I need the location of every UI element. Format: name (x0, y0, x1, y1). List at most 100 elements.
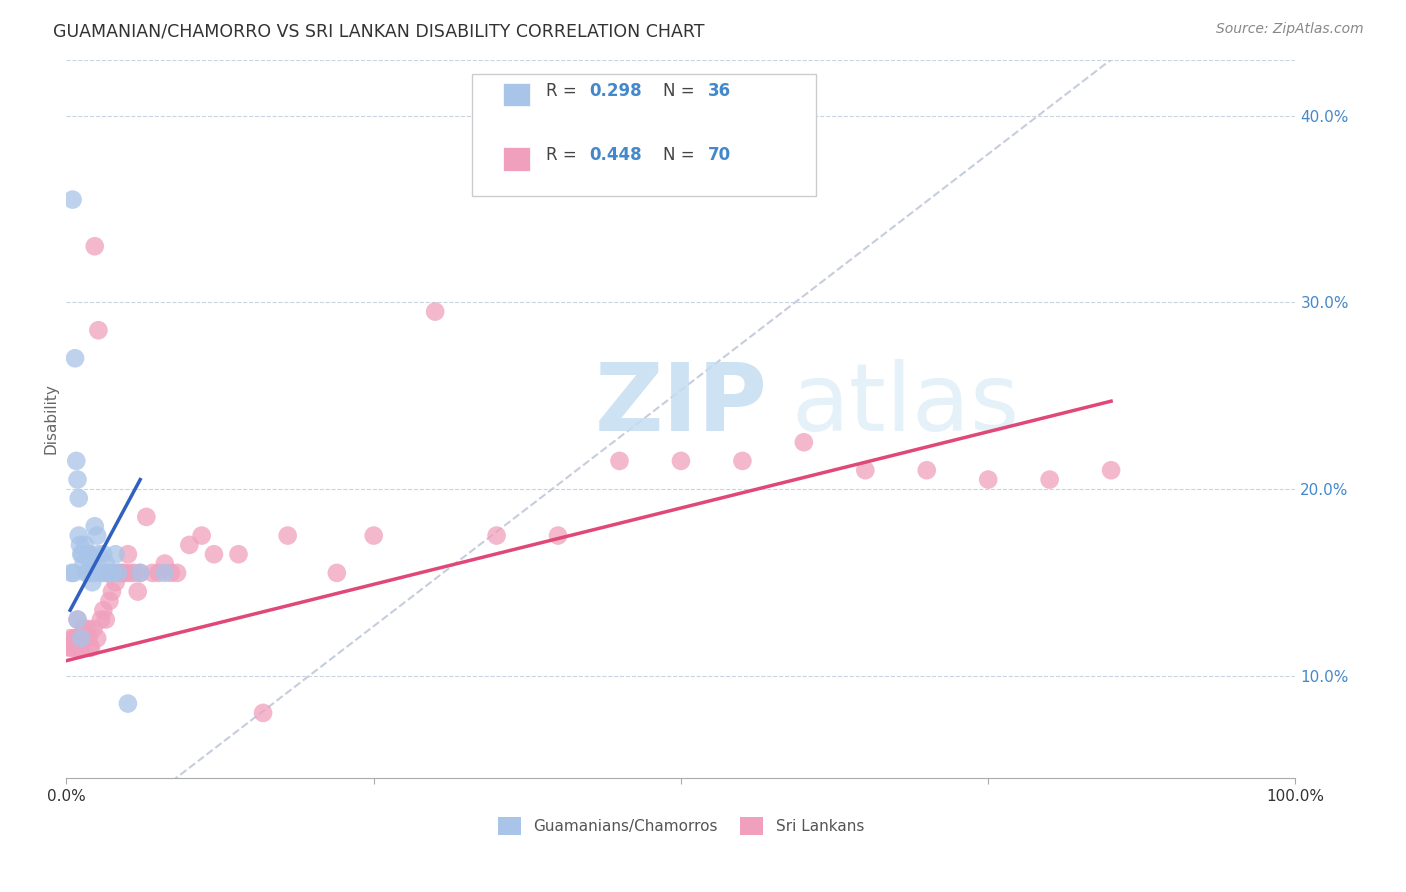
Point (73, 538, 96, 552)
Point (1039, 473, 1062, 487)
Point (77, 632, 100, 646)
Point (91, 603, 114, 617)
Point (104, 547, 127, 561)
Point (101, 566, 124, 580)
Point (94, 557, 117, 571)
FancyBboxPatch shape (503, 147, 530, 171)
Text: atlas: atlas (792, 359, 1019, 450)
Point (228, 547, 250, 561)
Point (69, 538, 91, 552)
Point (97, 566, 120, 580)
Point (111, 566, 134, 580)
Point (66, 473, 89, 487)
Point (82, 622, 104, 636)
Point (80, 640, 103, 655)
Y-axis label: Disability: Disability (44, 384, 58, 454)
Text: R =: R = (546, 81, 582, 100)
Point (129, 566, 152, 580)
Point (80, 557, 103, 571)
Text: 70: 70 (709, 146, 731, 164)
Point (70, 632, 93, 646)
Point (117, 547, 139, 561)
Point (166, 566, 188, 580)
Point (101, 566, 124, 580)
Point (179, 538, 201, 552)
Point (83, 519, 105, 533)
Point (62, 193, 84, 207)
Point (117, 697, 139, 711)
Point (485, 528, 508, 542)
Point (65, 640, 87, 655)
Point (62, 640, 84, 655)
Point (252, 706, 274, 720)
Point (63, 351, 86, 366)
Text: Source: ZipAtlas.com: Source: ZipAtlas.com (1216, 22, 1364, 37)
Point (547, 528, 569, 542)
Text: 0.298: 0.298 (589, 81, 641, 100)
Point (67, 640, 90, 655)
Point (77, 566, 100, 580)
Point (129, 566, 152, 580)
Point (83, 239, 105, 253)
Point (82, 575, 104, 590)
Point (363, 528, 385, 542)
FancyBboxPatch shape (472, 74, 815, 196)
Point (977, 473, 1000, 487)
Point (70, 632, 93, 646)
Point (72, 547, 94, 561)
Text: 36: 36 (709, 81, 731, 100)
Point (65, 454, 87, 468)
Point (72, 632, 94, 646)
Point (141, 566, 163, 580)
Point (76, 547, 98, 561)
Point (75, 566, 97, 580)
Point (101, 584, 124, 599)
Point (65, 632, 87, 646)
Point (104, 575, 127, 590)
Point (82, 566, 104, 580)
Point (63, 566, 86, 580)
Point (93, 566, 115, 580)
Point (67, 491, 90, 506)
Text: R =: R = (546, 146, 582, 164)
Point (79, 640, 101, 655)
Point (98, 594, 121, 608)
Point (66, 613, 89, 627)
Point (59, 632, 82, 646)
Point (60, 640, 83, 655)
Point (70, 640, 93, 655)
Point (63, 632, 86, 646)
Point (127, 584, 149, 599)
Point (66, 632, 89, 646)
Point (67, 528, 90, 542)
Point (73, 632, 96, 646)
Point (114, 566, 136, 580)
Point (153, 566, 176, 580)
Point (122, 566, 145, 580)
Point (91, 547, 114, 561)
Point (90, 566, 112, 580)
Point (60, 566, 83, 580)
Point (915, 463, 938, 477)
Text: N =: N = (662, 146, 699, 164)
Point (609, 454, 631, 468)
Point (326, 566, 349, 580)
Point (669, 454, 692, 468)
Text: ZIP: ZIP (595, 359, 768, 450)
Point (277, 528, 299, 542)
Point (97, 566, 120, 580)
FancyBboxPatch shape (503, 83, 530, 106)
Point (73, 557, 96, 571)
Point (160, 566, 183, 580)
Point (86, 632, 108, 646)
Point (1099, 463, 1122, 477)
Point (107, 566, 129, 580)
Point (75, 632, 97, 646)
Point (86, 528, 108, 542)
Text: N =: N = (662, 81, 699, 100)
Point (70, 547, 93, 561)
Point (90, 613, 112, 627)
Point (148, 566, 170, 580)
Point (58, 640, 80, 655)
Point (793, 435, 815, 450)
